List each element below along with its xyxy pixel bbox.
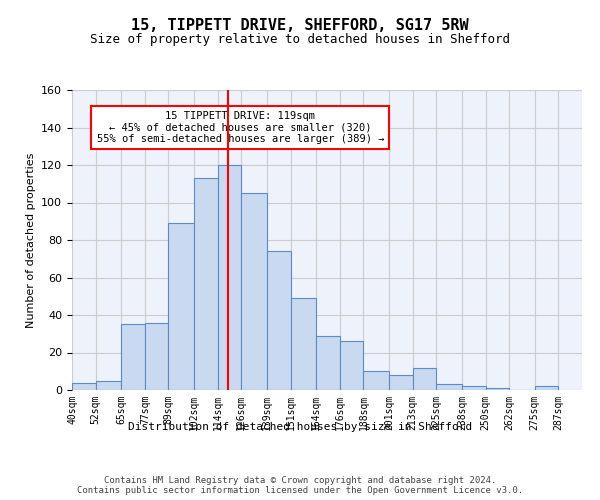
Bar xyxy=(267,251,290,390)
Bar xyxy=(316,336,340,390)
Text: 15 TIPPETT DRIVE: 119sqm
← 45% of detached houses are smaller (320)
55% of semi-: 15 TIPPETT DRIVE: 119sqm ← 45% of detach… xyxy=(97,111,384,144)
Bar xyxy=(290,298,316,390)
Bar xyxy=(389,375,413,390)
Text: Contains HM Land Registry data © Crown copyright and database right 2024.
Contai: Contains HM Land Registry data © Crown c… xyxy=(77,476,523,495)
Bar xyxy=(218,165,241,390)
Bar xyxy=(340,341,364,390)
Text: 15, TIPPETT DRIVE, SHEFFORD, SG17 5RW: 15, TIPPETT DRIVE, SHEFFORD, SG17 5RW xyxy=(131,18,469,32)
Bar xyxy=(462,386,485,390)
Bar xyxy=(72,382,95,390)
Bar xyxy=(436,384,462,390)
Bar xyxy=(169,223,194,390)
Bar xyxy=(241,193,267,390)
Bar xyxy=(485,388,509,390)
Bar xyxy=(535,386,559,390)
Text: Size of property relative to detached houses in Shefford: Size of property relative to detached ho… xyxy=(90,32,510,46)
Bar xyxy=(413,368,436,390)
Bar xyxy=(145,322,169,390)
Bar xyxy=(364,371,389,390)
Bar xyxy=(95,380,121,390)
Bar xyxy=(121,324,145,390)
Y-axis label: Number of detached properties: Number of detached properties xyxy=(26,152,35,328)
Text: Distribution of detached houses by size in Shefford: Distribution of detached houses by size … xyxy=(128,422,472,432)
Bar xyxy=(194,178,218,390)
